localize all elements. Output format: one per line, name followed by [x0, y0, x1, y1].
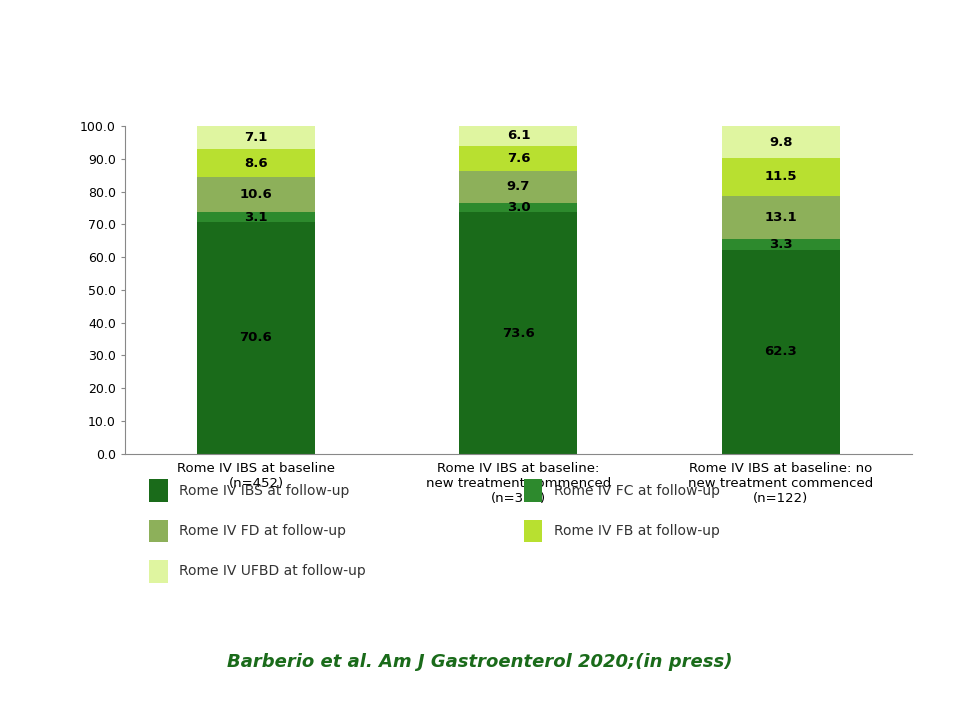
Text: 62.3: 62.3: [764, 345, 797, 358]
Bar: [524, 520, 542, 542]
Text: 70.6: 70.6: [240, 331, 273, 344]
Text: Rome IV FD at follow-up: Rome IV FD at follow-up: [180, 524, 347, 538]
Text: 7.1: 7.1: [244, 131, 268, 144]
Bar: [197, 222, 315, 454]
Bar: [459, 146, 578, 171]
Text: 10.6: 10.6: [240, 189, 273, 202]
Text: Rome IV FB at follow-up: Rome IV FB at follow-up: [554, 524, 720, 538]
Text: Stability of a Diagnosis of Rome IV IBS: Stability of a Diagnosis of Rome IV IBS: [27, 31, 933, 73]
Bar: [722, 126, 840, 158]
Text: 73.6: 73.6: [502, 327, 535, 340]
Bar: [722, 196, 840, 239]
Bar: [459, 171, 578, 202]
Text: 13.1: 13.1: [764, 211, 797, 224]
Bar: [150, 480, 168, 502]
Bar: [197, 212, 315, 222]
Text: 8.6: 8.6: [244, 157, 268, 170]
Bar: [197, 149, 315, 177]
Text: Rome IV IBS at follow-up: Rome IV IBS at follow-up: [180, 484, 349, 498]
Text: 11.5: 11.5: [764, 171, 797, 184]
Bar: [524, 480, 542, 502]
Text: 3.3: 3.3: [769, 238, 793, 251]
Bar: [722, 250, 840, 454]
Bar: [197, 177, 315, 212]
Text: 9.8: 9.8: [769, 135, 793, 148]
Text: 3.0: 3.0: [507, 201, 530, 214]
Bar: [150, 560, 168, 582]
Bar: [459, 212, 578, 454]
Bar: [197, 126, 315, 149]
Text: Rome IV FC at follow-up: Rome IV FC at follow-up: [554, 484, 720, 498]
Text: 9.7: 9.7: [507, 180, 530, 193]
Bar: [722, 239, 840, 250]
Text: Barberio et al. Am J Gastroenterol 2020;(in press): Barberio et al. Am J Gastroenterol 2020;…: [228, 654, 732, 671]
Text: Rome IV UFBD at follow-up: Rome IV UFBD at follow-up: [180, 564, 366, 578]
Text: 3.1: 3.1: [244, 211, 268, 224]
Bar: [459, 126, 578, 146]
Bar: [459, 202, 578, 212]
Text: 6.1: 6.1: [507, 130, 530, 143]
Bar: [722, 158, 840, 196]
Text: 7.6: 7.6: [507, 152, 530, 165]
Bar: [150, 520, 168, 542]
